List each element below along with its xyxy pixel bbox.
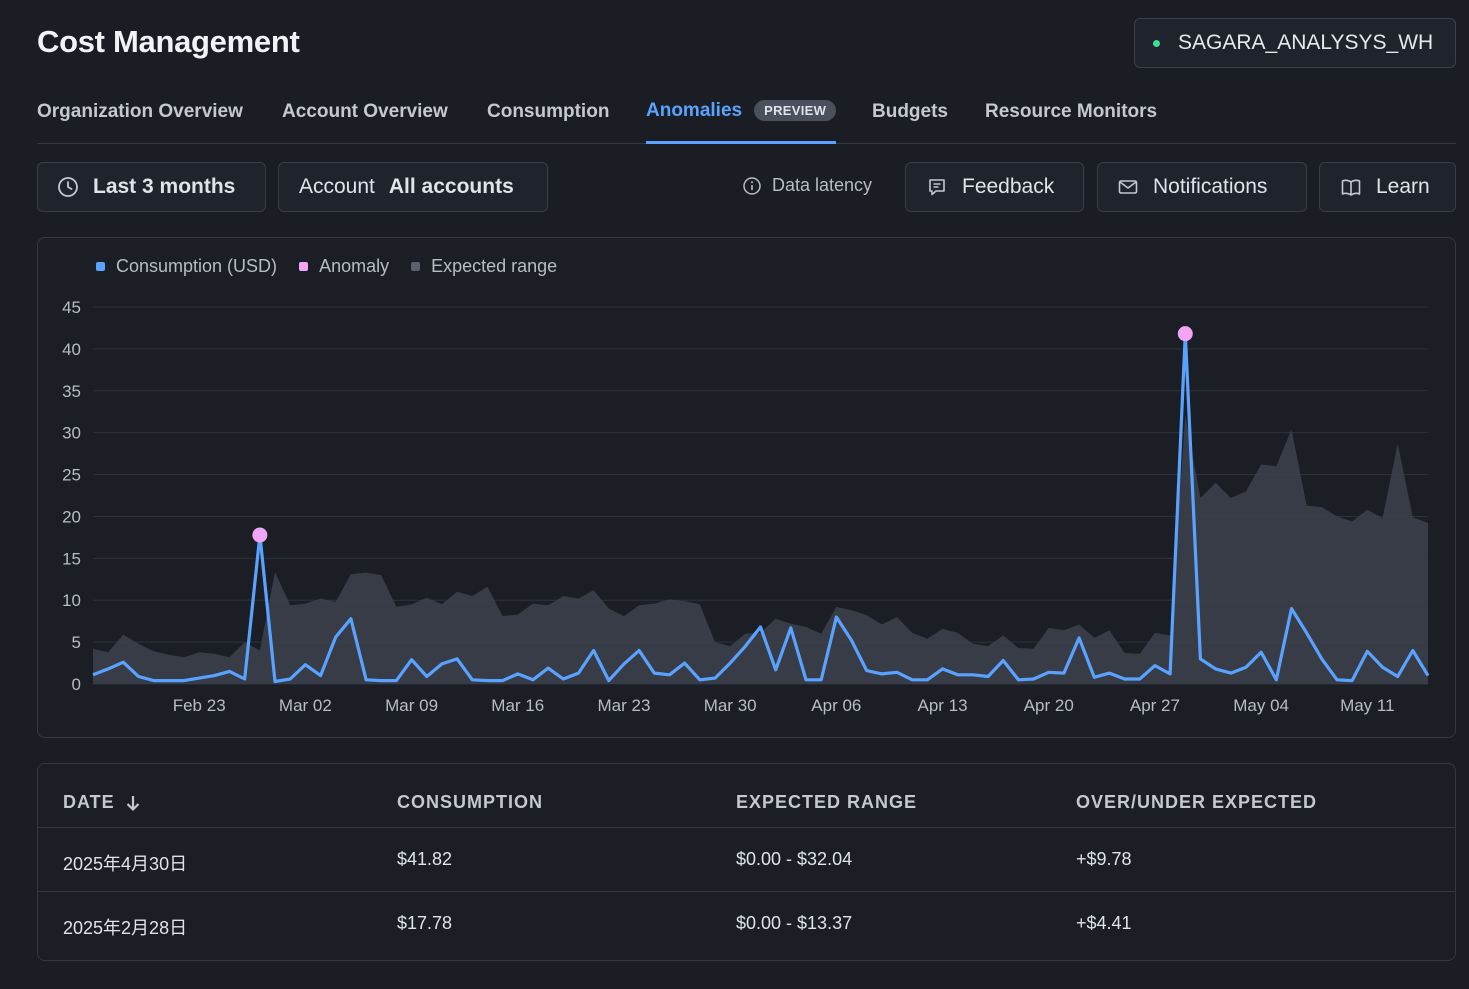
table-row[interactable]: 2025年4月30日 $41.82 $0.00 - $32.04 +$9.78 (38, 828, 1455, 891)
y-tick-label: 15 (62, 549, 81, 568)
x-tick-label: Apr 20 (1024, 696, 1074, 715)
tab-anomalies-label: Anomalies (646, 99, 743, 121)
tab-consumption[interactable]: Consumption (487, 101, 610, 122)
tab-organization-overview[interactable]: Organization Overview (37, 101, 243, 122)
y-tick-label: 5 (72, 633, 81, 652)
account-filter-label: Account (299, 175, 375, 198)
consumption-series-line (92, 332, 1430, 684)
status-dot-icon (1153, 39, 1160, 47)
data-latency[interactable]: Data latency (742, 175, 872, 196)
legend-swatch-consumption (96, 262, 105, 271)
x-tick-label: May 04 (1233, 696, 1289, 715)
cell-consumption: $17.78 (397, 913, 453, 933)
legend-label-anomaly: Anomaly (319, 256, 390, 276)
learn-label: Learn (1376, 175, 1430, 198)
cell-expected-range: $0.00 - $13.37 (736, 913, 853, 933)
anomaly-point[interactable] (252, 527, 268, 543)
sort-down-arrow-icon (125, 794, 141, 812)
cell-date: 2025年2月28日 (63, 918, 188, 938)
feedback-label: Feedback (962, 175, 1055, 198)
mail-icon (1117, 176, 1139, 198)
column-header-expected-range[interactable]: EXPECTED RANGE (736, 792, 918, 812)
x-tick-label: Feb 23 (173, 696, 226, 715)
column-header-date-label: DATE (63, 792, 115, 812)
x-tick-label: May 11 (1340, 696, 1395, 715)
warehouse-selector[interactable]: SAGARA_ANALYSYS_WH (1134, 18, 1456, 68)
table-header: DATE CONSUMPTION EXPECTED RANGE OVER/UND… (38, 764, 1455, 828)
y-tick-label: 25 (62, 466, 81, 485)
cell-expected-range: $0.00 - $32.04 (736, 849, 853, 869)
x-tick-label: Mar 16 (491, 696, 544, 715)
preview-badge: PREVIEW (754, 100, 837, 121)
x-tick-label: Mar 09 (385, 696, 438, 715)
feedback-icon (926, 176, 948, 198)
feedback-button[interactable]: Feedback (905, 162, 1084, 212)
tab-budgets[interactable]: Budgets (872, 101, 948, 122)
table-row[interactable]: 2025年2月28日 $17.78 $0.00 - $13.37 +$4.41 (38, 891, 1455, 954)
y-tick-label: 10 (62, 591, 81, 610)
legend-item-anomaly[interactable]: Anomaly (299, 256, 389, 277)
y-tick-label: 20 (62, 507, 81, 526)
y-tick-label: 0 (72, 675, 81, 694)
legend-label-expected: Expected range (431, 256, 558, 276)
account-filter-button[interactable]: Account All accounts (278, 162, 548, 212)
column-header-over-under[interactable]: OVER/UNDER EXPECTED (1076, 792, 1318, 812)
anomaly-point[interactable] (1177, 326, 1193, 342)
notifications-label: Notifications (1153, 175, 1268, 198)
chart-plot: 0 5 10 15 20 25 30 35 40 45 Feb 23 Mar 02 Mar 09 Mar … (62, 298, 1430, 715)
anomaly-chart: Consumption (USD) Anomaly Expected range… (37, 237, 1456, 738)
x-tick-label: Mar 23 (598, 696, 651, 715)
x-tick-label: Apr 06 (811, 696, 861, 715)
anomaly-table: DATE CONSUMPTION EXPECTED RANGE OVER/UND… (37, 763, 1456, 961)
column-header-date[interactable]: DATE (63, 792, 141, 813)
account-filter-value: All accounts (388, 175, 514, 198)
cell-consumption: $41.82 (397, 849, 453, 869)
x-tick-label: Mar 02 (279, 696, 332, 715)
page-title: Cost Management (37, 24, 300, 59)
tab-bar: Organization Overview Account Overview C… (37, 90, 1456, 144)
x-tick-label: Apr 27 (1130, 696, 1180, 715)
tab-resource-monitors[interactable]: Resource Monitors (985, 101, 1158, 122)
time-range-button[interactable]: Last 3 months (37, 162, 266, 212)
tab-anomalies[interactable]: Anomalies PREVIEW (646, 90, 837, 144)
y-tick-label: 45 (62, 298, 81, 317)
info-icon (742, 176, 762, 196)
y-tick-label: 40 (62, 340, 81, 359)
time-range-label: Last 3 months (93, 175, 236, 198)
legend-swatch-anomaly (299, 262, 309, 271)
chart-legend: Consumption (USD) Anomaly Expected range (96, 256, 579, 277)
y-tick-label: 35 (62, 382, 81, 401)
expected-range-area (93, 415, 1428, 684)
data-latency-label: Data latency (772, 175, 873, 195)
legend-item-consumption[interactable]: Consumption (USD) (96, 256, 277, 277)
cell-over-under: +$9.78 (1076, 849, 1132, 869)
warehouse-name: SAGARA_ANALYSYS_WH (1178, 31, 1434, 54)
column-header-consumption[interactable]: CONSUMPTION (397, 792, 543, 812)
legend-item-expected-range[interactable]: Expected range (411, 256, 557, 277)
legend-label-consumption: Consumption (USD) (116, 256, 278, 276)
x-tick-label: Apr 13 (917, 696, 967, 715)
tab-account-overview[interactable]: Account Overview (282, 101, 448, 122)
cell-date: 2025年4月30日 (63, 854, 188, 874)
x-tick-label: Mar 30 (704, 696, 757, 715)
cell-over-under: +$4.41 (1076, 913, 1132, 933)
learn-button[interactable]: Learn (1319, 162, 1456, 212)
y-tick-label: 30 (62, 424, 81, 443)
notifications-button[interactable]: Notifications (1097, 162, 1307, 212)
legend-swatch-expected (411, 262, 421, 271)
book-icon (1340, 176, 1362, 198)
clock-icon (57, 176, 79, 198)
